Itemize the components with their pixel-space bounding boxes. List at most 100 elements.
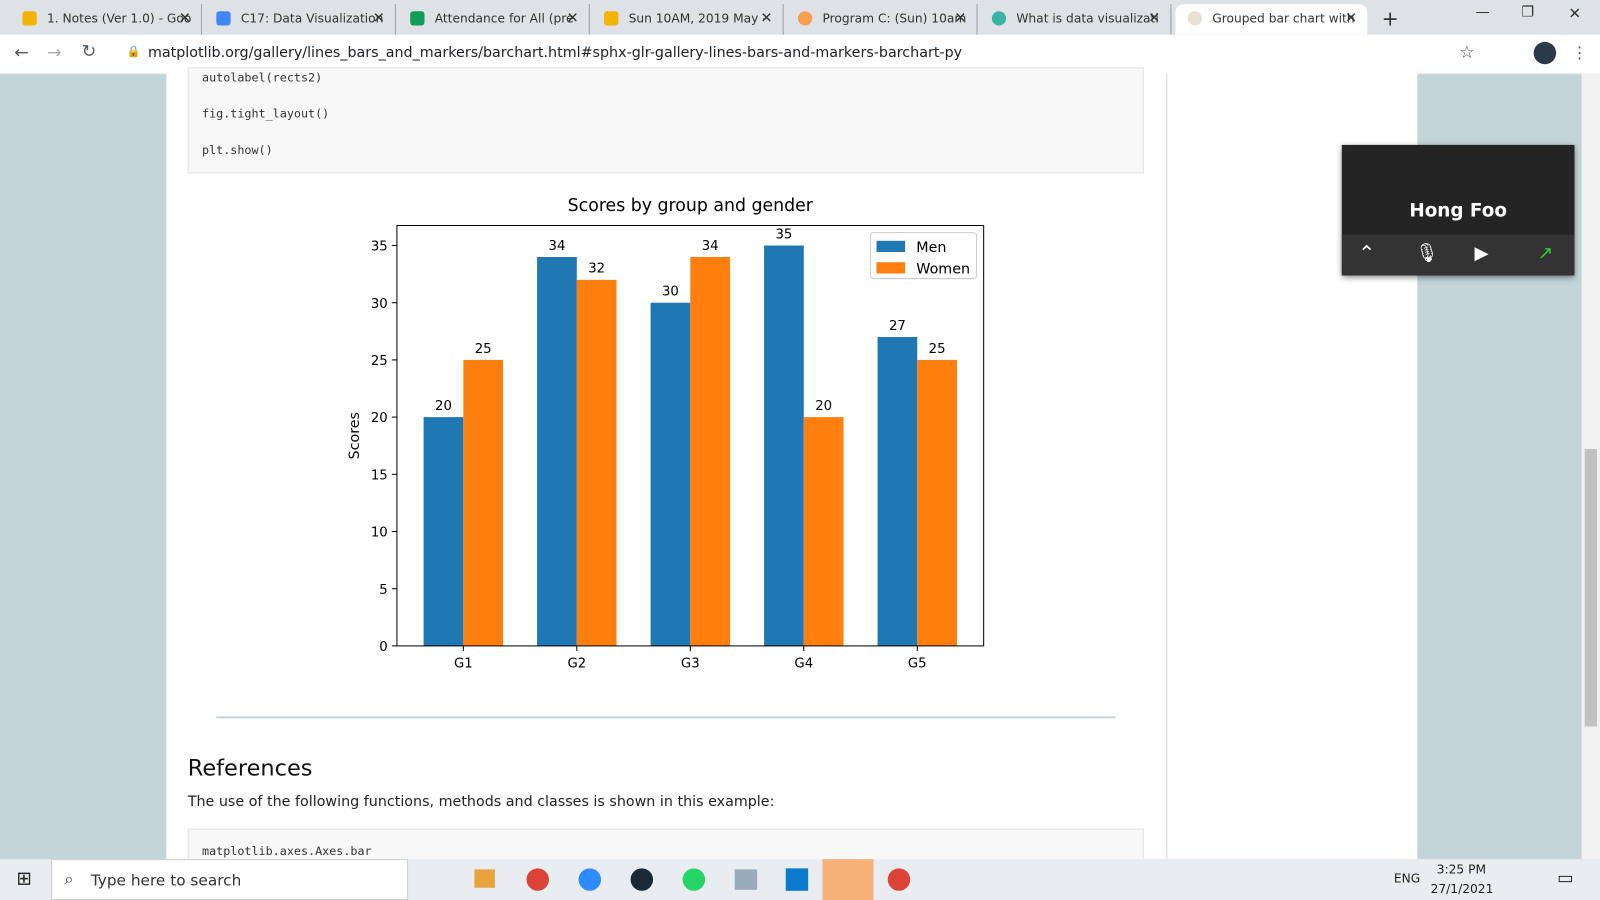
close-window[interactable]: ✕: [1568, 4, 1582, 23]
bar: [463, 359, 504, 646]
close[interactable]: ✕: [1148, 10, 1161, 27]
chart-title: Scores by group and gender: [568, 196, 814, 216]
profile[interactable]: [1533, 41, 1557, 65]
app-icon[interactable]: [630, 868, 654, 891]
content: autolabel(rects2) fig.tight_layout() plt…: [166, 67, 1167, 872]
notifications[interactable]: ▭: [1557, 868, 1574, 889]
data-label: 25: [475, 342, 492, 357]
tab[interactable]: Program C: (Sun) 10am ✕: [786, 4, 978, 35]
tab-title: C17: Data Visualization: [240, 11, 384, 26]
reload[interactable]: ↻: [81, 41, 97, 63]
chart: Scores by group and gender Scores 0 5 10 15 20…: [347, 196, 985, 671]
new-tab[interactable]: +: [1381, 6, 1399, 31]
x-tick-label: G3: [681, 656, 700, 671]
x-tick-label: G5: [908, 656, 927, 671]
bar: [917, 359, 957, 646]
tab[interactable]: Attendance for All (pre ✕: [398, 4, 590, 35]
data-label: 27: [889, 319, 906, 334]
clock-time[interactable]: 3:25 PM: [1436, 862, 1487, 877]
y-tick-label: 10: [371, 526, 388, 541]
back[interactable]: ←: [14, 42, 29, 64]
app-icon[interactable]: [526, 868, 549, 891]
close[interactable]: ✕: [1345, 10, 1358, 27]
close[interactable]: ✕: [372, 10, 385, 27]
app-active[interactable]: [822, 859, 874, 900]
close[interactable]: ✕: [178, 10, 191, 27]
y-tick-label: 35: [371, 240, 388, 255]
data-label: 35: [775, 227, 792, 242]
restore[interactable]: ❐: [1521, 4, 1535, 21]
bar: [803, 417, 844, 646]
tab[interactable]: What is data visualizati ✕: [980, 4, 1172, 35]
tab-title: Program C: (Sun) 10am: [822, 11, 967, 26]
legend-swatch: [876, 240, 906, 253]
menu[interactable]: ⋮: [1571, 42, 1588, 63]
bar: [690, 256, 731, 646]
tab[interactable]: C17: Data Visualization ✕: [204, 4, 396, 35]
close[interactable]: ✕: [954, 10, 967, 27]
code-line: matplotlib.axes.Axes.bar: [202, 843, 372, 859]
bookmark[interactable]: ☆: [1459, 42, 1475, 64]
clock-date[interactable]: 27/1/2021: [1430, 881, 1494, 896]
meeting-window: Hong Foo ⌃ 🎙 ▶ ↗: [1341, 144, 1575, 276]
video[interactable]: ▶: [1474, 242, 1489, 265]
tab-bar: 1. Notes (Ver 1.0) - Goo ✕ C17: Data Visu…: [0, 0, 1600, 35]
y-tick-label: 25: [371, 354, 388, 369]
data-label: 25: [929, 342, 946, 357]
mute[interactable]: 🎙: [1415, 242, 1439, 265]
bar: [764, 245, 804, 646]
tab[interactable]: Sun 10AM, 2019 May - ✕: [592, 4, 784, 35]
code-line: fig.tight_layout(): [202, 106, 330, 121]
app-icon[interactable]: [578, 868, 602, 891]
data-label: 34: [702, 239, 719, 254]
tab-title: Grouped bar chart with: [1212, 11, 1355, 26]
close[interactable]: ✕: [760, 10, 773, 27]
tab[interactable]: Grouped bar chart with ✕: [1175, 4, 1368, 35]
data-label: 34: [549, 239, 566, 254]
x-tick-label: G4: [794, 656, 813, 671]
data-label: 20: [435, 399, 452, 414]
close[interactable]: ✕: [566, 10, 579, 27]
bar: [537, 256, 577, 646]
code-block: autolabel(rects2) fig.tight_layout() plt…: [187, 67, 1144, 174]
forward[interactable]: →: [46, 42, 62, 64]
app-icon[interactable]: [734, 869, 758, 890]
url[interactable]: matplotlib.org/gallery/lines_bars_and_ma…: [147, 44, 963, 62]
y-tick-label: 30: [371, 297, 388, 312]
share[interactable]: ↗: [1537, 242, 1554, 265]
data-label: 30: [662, 285, 679, 300]
search-placeholder: Type here to search: [90, 871, 242, 890]
app-icon[interactable]: [887, 868, 911, 891]
y-tick-label: 5: [379, 583, 387, 598]
y-tick-label: 15: [371, 468, 388, 483]
x-tick-label: G2: [567, 656, 586, 671]
start[interactable]: ⊞: [16, 868, 32, 890]
tab-title: Sun 10AM, 2019 May -: [628, 11, 767, 26]
legend-swatch: [876, 262, 906, 274]
tab-icon: [216, 11, 231, 26]
search-box[interactable]: ⌕ Type here to search: [51, 859, 409, 900]
app-icon[interactable]: [682, 868, 706, 891]
app-icon[interactable]: [785, 868, 809, 891]
data-label: 20: [815, 399, 832, 414]
tab-icon: [410, 11, 425, 26]
collapse[interactable]: ⌃: [1358, 240, 1376, 266]
tab-title: Attendance for All (pre: [434, 11, 574, 26]
tab-icon: [604, 11, 619, 26]
app-icon[interactable]: [474, 869, 495, 888]
bar: [877, 337, 918, 646]
y-tick-label: 0: [379, 640, 387, 655]
meeting-controls: ⌃ 🎙 ▶ ↗: [1341, 234, 1575, 276]
minimize[interactable]: —: [1475, 4, 1490, 21]
tab-icon: [797, 11, 813, 26]
language[interactable]: ENG: [1393, 871, 1421, 886]
bar: [423, 417, 464, 646]
legend-label: Women: [916, 261, 970, 277]
tab-title: What is data visualizati: [1016, 11, 1159, 26]
scroll-thumb[interactable]: [1584, 448, 1597, 727]
bar: [576, 279, 617, 646]
y-axis-label: Scores: [347, 412, 363, 459]
lock: 🔒: [126, 44, 141, 59]
tab[interactable]: 1. Notes (Ver 1.0) - Goo ✕: [10, 4, 203, 35]
